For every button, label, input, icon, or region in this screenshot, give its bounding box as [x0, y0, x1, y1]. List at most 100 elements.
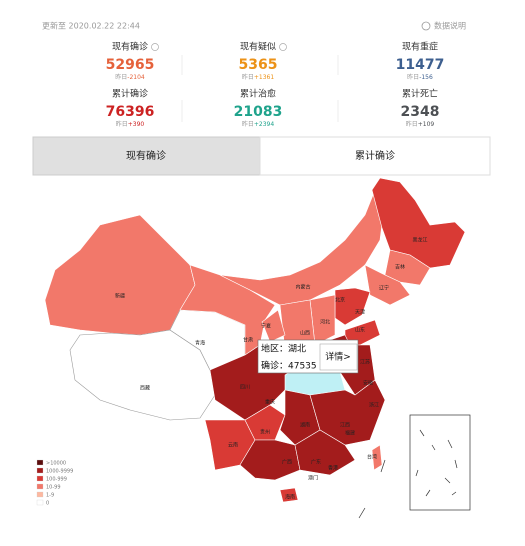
help-link[interactable]: 数据说明: [421, 21, 466, 31]
legend-swatch: [36, 459, 44, 466]
stat-change: 昨日-156: [407, 73, 433, 81]
legend-swatch: [36, 475, 44, 482]
region[interactable]: [364, 264, 411, 306]
legend-label: 0: [46, 501, 49, 507]
stat-value: 52965: [106, 57, 155, 73]
stat-value: 21083: [234, 104, 283, 120]
region[interactable]: [294, 429, 356, 476]
region-label: 甘肃: [243, 337, 253, 344]
south-sea-inset: [358, 414, 471, 519]
legend-label: 10-99: [46, 485, 61, 491]
stat-change: 昨日+1361: [242, 73, 274, 81]
change-prefix: 昨日: [242, 120, 254, 128]
stat-value: 11477: [396, 57, 445, 73]
region-label: 吉林: [395, 264, 405, 271]
details-text[interactable]: 详情>: [325, 351, 351, 363]
region-label: 江苏: [360, 359, 370, 366]
region-label: 辽宁: [379, 285, 389, 292]
region-label: 江西: [340, 422, 350, 429]
tab-label[interactable]: 现有确诊: [126, 149, 166, 162]
help-text[interactable]: 数据说明: [434, 21, 466, 31]
region-label: 福建: [345, 430, 355, 437]
change-prefix: 昨日: [406, 120, 418, 128]
region[interactable]: [279, 487, 299, 503]
stat-label: 现有重症: [402, 41, 438, 53]
region-label: 安徽: [363, 380, 373, 387]
tabs: 现有确诊 累计确诊: [32, 136, 491, 176]
legend: >10000 1000-9999 100-999 10-99 1-9 0: [36, 459, 73, 507]
region[interactable]: [179, 264, 276, 356]
region-label: 黑龙江: [412, 237, 427, 244]
change-prefix: 昨日: [407, 73, 419, 81]
inset-frame: [409, 414, 471, 511]
region-label: 海南: [285, 494, 295, 501]
change-value: +109: [418, 121, 435, 128]
stat-label: 现有确诊: [112, 41, 148, 53]
stat-label: 累计死亡: [402, 88, 438, 100]
region-label: 香港: [328, 465, 338, 472]
region-label: 天津: [355, 309, 365, 316]
region-label: 澳门: [308, 475, 318, 482]
help-icon: [279, 43, 287, 51]
stat-change: 昨日+109: [406, 120, 435, 128]
change-prefix: 昨日: [242, 73, 254, 81]
region-label: 云南: [228, 442, 238, 449]
change-value: +390: [128, 121, 145, 128]
region-label: 浙江: [369, 402, 379, 409]
legend-swatch: [36, 491, 44, 498]
tooltip-confirmed: 确诊：47535: [261, 360, 317, 372]
stat-label: 累计确诊: [112, 88, 148, 100]
change-prefix: 昨日: [116, 120, 128, 128]
legend-label: 1000-9999: [46, 469, 73, 475]
stat-value: 2348: [401, 104, 440, 120]
stats-grid: 现有确诊52965昨日-2104现有疑似5365昨日+1361现有重症11477…: [106, 41, 445, 128]
tab-label[interactable]: 累计确诊: [355, 149, 395, 162]
stat-value: 76396: [106, 104, 155, 120]
help-icon: [151, 43, 159, 51]
inset-lines: [415, 429, 458, 497]
region-label: 广东: [311, 459, 321, 466]
region-label: 广西: [282, 459, 292, 466]
change-prefix: 昨日: [115, 73, 127, 81]
region-label: 重庆: [265, 399, 275, 406]
region-label: 台湾: [367, 454, 377, 461]
region[interactable]: [334, 287, 371, 326]
map: [44, 177, 466, 503]
stat-change: 昨日+390: [116, 120, 145, 128]
region-label: 青海: [195, 340, 205, 347]
legend-swatch: [36, 483, 44, 490]
region[interactable]: [244, 404, 286, 441]
region-label: 内蒙古: [295, 284, 310, 291]
stat-change: 昨日-2104: [115, 73, 145, 81]
update-time: 更新至 2020.02.22 22:44: [42, 21, 140, 31]
change-value: -2104: [127, 74, 145, 81]
region[interactable]: [261, 309, 286, 343]
region-label: 四川: [240, 385, 250, 391]
stat-change: 昨日+2394: [242, 120, 274, 128]
legend-label: 1-9: [46, 493, 54, 499]
tab[interactable]: [259, 136, 491, 176]
region-label: 新疆: [115, 293, 125, 300]
region[interactable]: [44, 214, 196, 336]
legend-label: >10000: [46, 461, 66, 467]
stat-value: 5365: [239, 57, 278, 73]
tab-active[interactable]: [32, 136, 261, 176]
region[interactable]: [371, 177, 466, 269]
region-label: 山东: [355, 327, 365, 334]
stat-label: 累计治愈: [240, 88, 276, 100]
islands: [358, 459, 386, 519]
change-value: +1361: [254, 74, 274, 81]
region-label: 湖南: [300, 422, 310, 429]
region-label: 西藏: [140, 385, 150, 392]
legend-swatch: [36, 499, 44, 506]
region-label: 北京: [335, 297, 345, 304]
help-icon: [421, 21, 431, 31]
stat-label: 现有疑似: [240, 41, 276, 53]
details-button[interactable]: [319, 343, 358, 371]
change-value: -156: [419, 74, 433, 81]
legend-label: 100-999: [46, 477, 67, 483]
region[interactable]: [371, 444, 383, 471]
